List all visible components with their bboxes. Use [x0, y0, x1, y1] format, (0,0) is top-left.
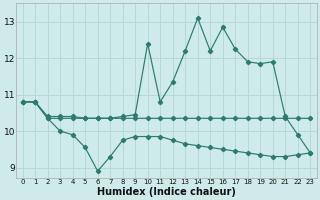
X-axis label: Humidex (Indice chaleur): Humidex (Indice chaleur) [97, 187, 236, 197]
